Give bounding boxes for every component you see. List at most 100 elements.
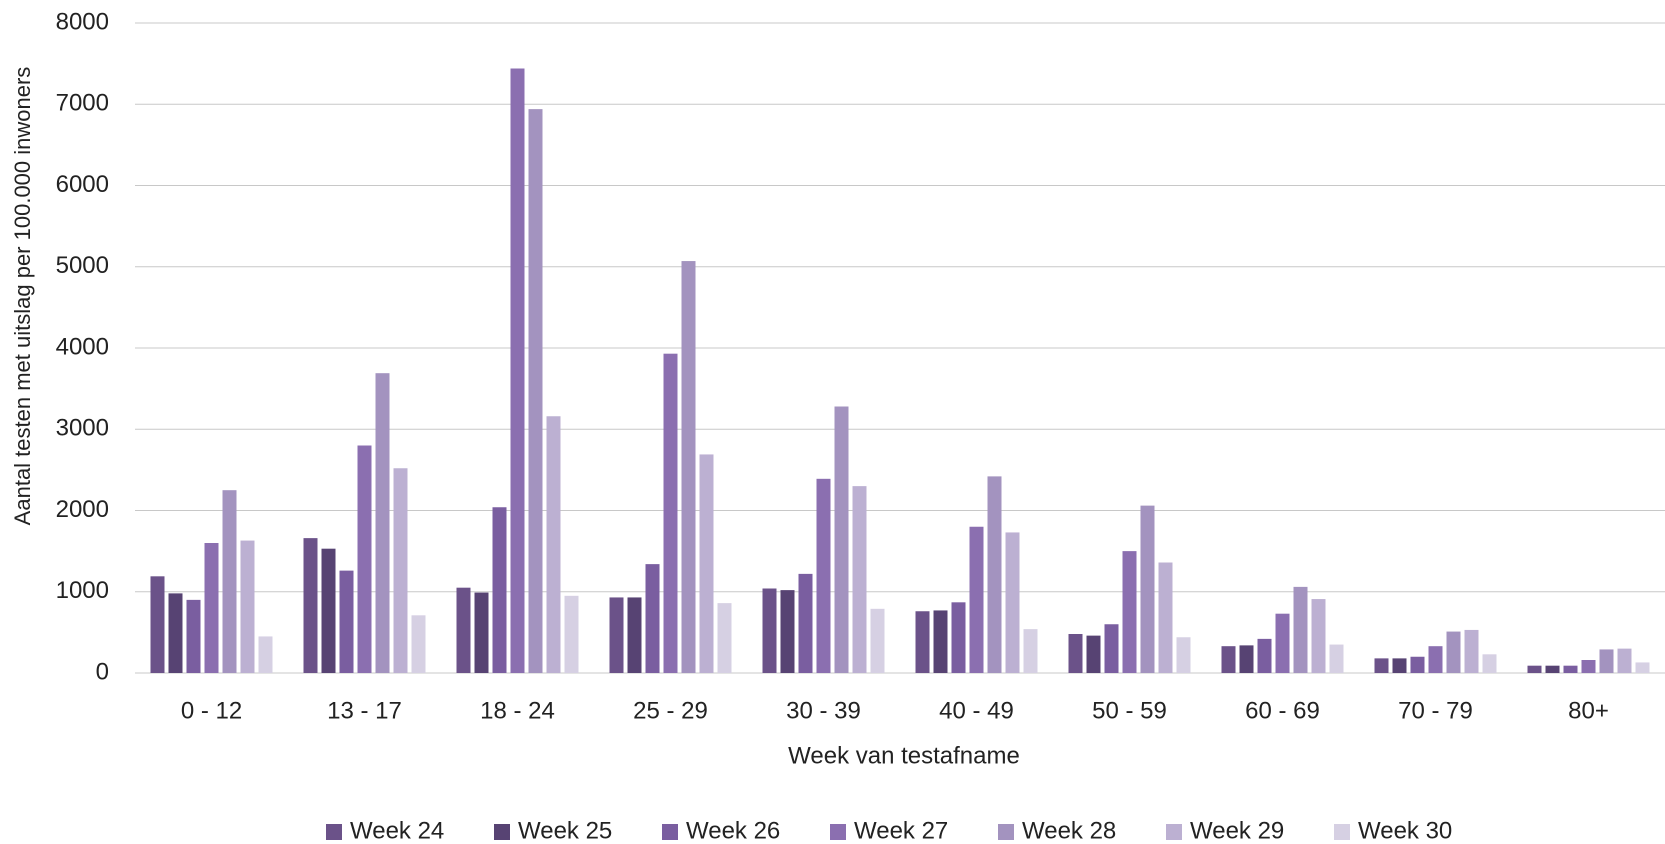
bar xyxy=(1176,637,1191,673)
bar xyxy=(150,576,165,673)
legend-label: Week 25 xyxy=(518,817,612,844)
bar xyxy=(339,570,354,673)
bar xyxy=(222,490,237,673)
legend-label: Week 28 xyxy=(1022,817,1116,844)
legend-label: Week 27 xyxy=(854,817,948,844)
bar xyxy=(1545,665,1560,673)
y-tick-label: 3000 xyxy=(56,415,109,442)
legend-swatch xyxy=(1166,824,1182,840)
bar xyxy=(168,593,183,673)
bar xyxy=(1221,646,1236,673)
y-tick-label: 1000 xyxy=(56,577,109,604)
legend-swatch xyxy=(830,824,846,840)
bar xyxy=(780,590,795,673)
bar xyxy=(510,68,525,673)
bar xyxy=(987,476,1002,673)
bar xyxy=(375,373,390,673)
x-tick-label: 80+ xyxy=(1568,697,1609,724)
y-tick-label: 2000 xyxy=(56,496,109,523)
bar xyxy=(627,597,642,673)
bar xyxy=(762,588,777,673)
bar xyxy=(1464,629,1479,673)
y-tick-label: 6000 xyxy=(56,171,109,198)
bar xyxy=(645,564,660,673)
bar xyxy=(834,406,849,673)
bar xyxy=(1329,644,1344,673)
bar xyxy=(915,611,930,673)
legend-label: Week 30 xyxy=(1358,817,1452,844)
bar xyxy=(1482,654,1497,673)
bar xyxy=(1005,532,1020,673)
x-tick-label: 70 - 79 xyxy=(1398,697,1473,724)
x-tick-label: 13 - 17 xyxy=(327,697,402,724)
legend-label: Week 26 xyxy=(686,817,780,844)
bar xyxy=(1527,665,1542,673)
bar xyxy=(258,636,273,673)
bar xyxy=(1068,634,1083,673)
bar xyxy=(1023,629,1038,673)
bar xyxy=(681,261,696,673)
x-tick-label: 25 - 29 xyxy=(633,697,708,724)
bar xyxy=(1392,658,1407,673)
bar xyxy=(816,478,831,673)
bar xyxy=(1311,599,1326,673)
x-tick-label: 30 - 39 xyxy=(786,697,861,724)
bar xyxy=(492,507,507,673)
bar xyxy=(951,602,966,673)
x-tick-label: 50 - 59 xyxy=(1092,697,1167,724)
bar xyxy=(1563,665,1578,673)
legend-label: Week 24 xyxy=(350,817,444,844)
bar xyxy=(609,597,624,673)
bar xyxy=(798,573,813,673)
x-axis-title: Week van testafname xyxy=(788,742,1020,769)
bar xyxy=(474,592,489,673)
bar xyxy=(717,603,732,673)
legend-swatch xyxy=(1334,824,1350,840)
legend-swatch xyxy=(494,824,510,840)
y-tick-label: 4000 xyxy=(56,333,109,360)
bar xyxy=(393,468,408,673)
bar xyxy=(546,416,561,673)
bar xyxy=(1104,624,1119,673)
bar xyxy=(357,445,372,673)
bar xyxy=(969,526,984,673)
bar xyxy=(1617,648,1632,673)
legend-swatch xyxy=(662,824,678,840)
bar xyxy=(1410,656,1425,673)
bar xyxy=(321,548,336,673)
legend-swatch xyxy=(998,824,1014,840)
bar xyxy=(1635,662,1650,673)
x-tick-label: 40 - 49 xyxy=(939,697,1014,724)
y-tick-label: 7000 xyxy=(56,90,109,117)
x-tick-label: 60 - 69 xyxy=(1245,697,1320,724)
y-tick-label: 0 xyxy=(96,658,109,685)
x-tick-label: 0 - 12 xyxy=(181,697,242,724)
bar xyxy=(411,615,426,673)
bar xyxy=(663,353,678,673)
bar xyxy=(852,486,867,673)
bar xyxy=(1275,613,1290,673)
bar xyxy=(1581,660,1596,673)
bar xyxy=(1599,649,1614,673)
bar xyxy=(528,109,543,673)
x-tick-label: 18 - 24 xyxy=(480,697,555,724)
bar xyxy=(1122,551,1137,673)
legend-swatch xyxy=(326,824,342,840)
bar xyxy=(303,538,318,673)
bar xyxy=(699,454,714,673)
bar xyxy=(564,595,579,673)
y-tick-label: 5000 xyxy=(56,252,109,279)
bar xyxy=(204,543,219,673)
bar xyxy=(1293,586,1308,673)
bar xyxy=(186,599,201,673)
bar xyxy=(1158,562,1173,673)
bar xyxy=(933,610,948,673)
bar xyxy=(1239,645,1254,673)
y-tick-label: 8000 xyxy=(56,8,109,35)
bar xyxy=(870,608,885,673)
bar xyxy=(456,587,471,673)
bar xyxy=(1446,631,1461,673)
bar xyxy=(1086,635,1101,673)
bar xyxy=(1140,505,1155,673)
